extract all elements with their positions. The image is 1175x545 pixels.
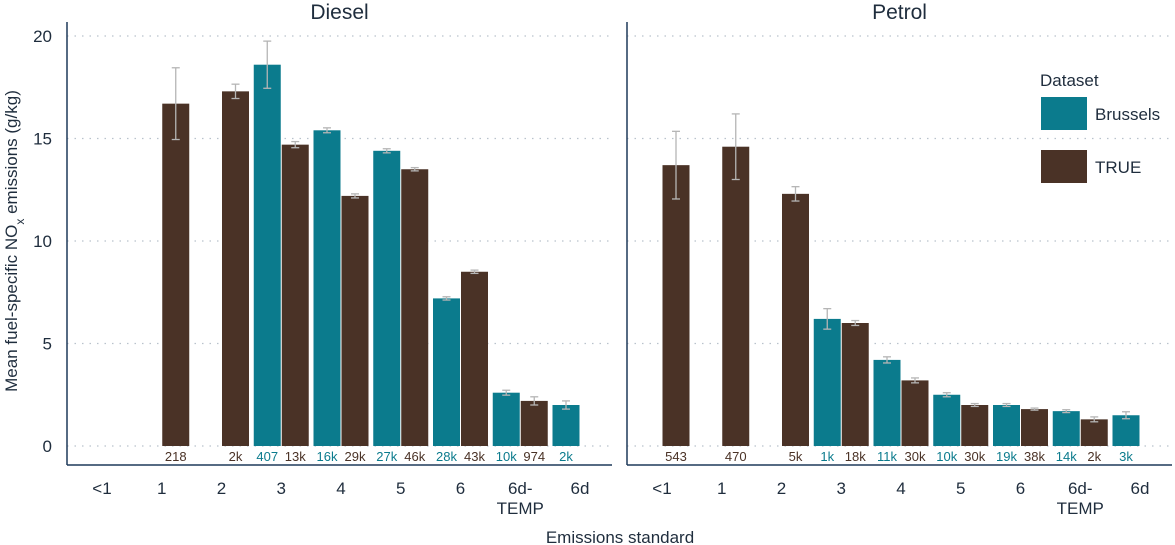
bar-TRUE-6: [1021, 409, 1048, 446]
gridlines: [67, 35, 1172, 447]
count-label: 43k: [464, 449, 485, 464]
legend-label-TRUE: TRUE: [1095, 158, 1141, 177]
bar-Brussels-6: [993, 405, 1020, 446]
count-label: 974: [523, 449, 545, 464]
x-tick-label: 4: [336, 479, 345, 498]
count-label: 27k: [376, 449, 397, 464]
bar-Brussels-3: [253, 64, 281, 446]
bar-Brussels-3: [813, 318, 841, 446]
bar-TRUE-5: [401, 169, 429, 446]
x-tick-label: 6d-TEMP: [497, 479, 544, 518]
count-label: 30k: [905, 449, 926, 464]
bar-TRUE-4: [901, 380, 929, 446]
count-label: 2k: [229, 449, 243, 464]
count-label: 19k: [996, 449, 1017, 464]
x-tick-label: 1: [157, 479, 166, 498]
panel-title-0: Diesel: [310, 1, 368, 24]
x-tick-label: 6d-TEMP: [1057, 479, 1104, 518]
bar-Brussels-8: [552, 405, 580, 446]
axes: [66, 22, 1172, 466]
bars: [162, 40, 1140, 447]
bar-Brussels-7: [1052, 411, 1080, 446]
x-tick-label: 6d: [1131, 479, 1150, 498]
bar-TRUE-0: [662, 165, 690, 446]
y-tick-label-10: 10: [33, 232, 52, 251]
count-label: 2k: [1087, 449, 1101, 464]
legend-swatch-Brussels: [1041, 97, 1087, 130]
bar-Brussels-4: [313, 130, 341, 447]
bar-Brussels-6: [433, 298, 460, 446]
count-label: 10k: [936, 449, 957, 464]
y-axis-title: Mean fuel-specific NOx emissions (g/kg): [2, 90, 27, 392]
y-tick-label-5: 5: [43, 335, 52, 354]
bar-Brussels-8: [1112, 415, 1140, 446]
bar-TRUE-2: [222, 91, 249, 446]
bar-Brussels-4: [873, 359, 901, 446]
legend-swatch-TRUE: [1041, 150, 1087, 183]
count-label: 13k: [285, 449, 306, 464]
x-tick-label: <1: [652, 479, 671, 498]
bar-Brussels-7: [492, 392, 520, 446]
bar-TRUE-1: [722, 146, 750, 446]
bar-TRUE-6: [461, 271, 488, 446]
count-label: 5k: [789, 449, 803, 464]
x-tick-label: 6: [1016, 479, 1025, 498]
bar-TRUE-7: [1080, 419, 1108, 446]
x-tick-label: 5: [956, 479, 965, 498]
count-label: 16k: [317, 449, 338, 464]
y-tick-label-0: 0: [43, 437, 52, 456]
bar-Brussels-5: [933, 394, 961, 446]
x-tick-label: 1: [717, 479, 726, 498]
x-tick-label: 2: [217, 479, 226, 498]
bar-TRUE-2: [782, 193, 809, 446]
count-label: 470: [725, 449, 747, 464]
count-label: 543: [665, 449, 687, 464]
count-label: 218: [165, 449, 187, 464]
count-label: 38k: [1024, 449, 1045, 464]
count-label: 2k: [559, 449, 573, 464]
bar-TRUE-1: [162, 103, 190, 447]
panel-title-1: Petrol: [872, 1, 927, 24]
bar-TRUE-3: [841, 323, 869, 446]
count-label: 10k: [496, 449, 517, 464]
x-tick-label: <1: [92, 479, 111, 498]
count-label: 11k: [877, 449, 897, 464]
x-tick-label: 6: [456, 479, 465, 498]
count-label: 1k: [820, 449, 834, 464]
bar-TRUE-5: [961, 405, 989, 446]
y-tick-label-20: 20: [33, 27, 52, 46]
x-tick-label: 3: [837, 479, 846, 498]
count-label: 28k: [436, 449, 457, 464]
x-tick-label: 2: [777, 479, 786, 498]
legend-title: Dataset: [1040, 71, 1099, 90]
count-label: 407: [256, 449, 278, 464]
bar-TRUE-4: [341, 195, 369, 446]
count-label: 46k: [404, 449, 425, 464]
x-tick-label: 5: [396, 479, 405, 498]
count-label: 14k: [1056, 449, 1077, 464]
legend-label-Brussels: Brussels: [1095, 105, 1160, 124]
count-label: 18k: [845, 449, 866, 464]
count-label: 3k: [1119, 449, 1133, 464]
x-axis-title: Emissions standard: [546, 528, 694, 545]
count-label: 29k: [345, 449, 366, 464]
bar-TRUE-3: [281, 144, 309, 446]
y-tick-label-15: 15: [33, 130, 52, 149]
legend: Dataset Brussels TRUE: [1040, 71, 1160, 183]
x-tick-label: 4: [896, 479, 905, 498]
count-label: 30k: [964, 449, 985, 464]
bar-TRUE-7: [520, 400, 548, 446]
bar-Brussels-5: [373, 150, 401, 447]
x-tick-label: 6d: [571, 479, 590, 498]
x-tick-label: 3: [277, 479, 286, 498]
